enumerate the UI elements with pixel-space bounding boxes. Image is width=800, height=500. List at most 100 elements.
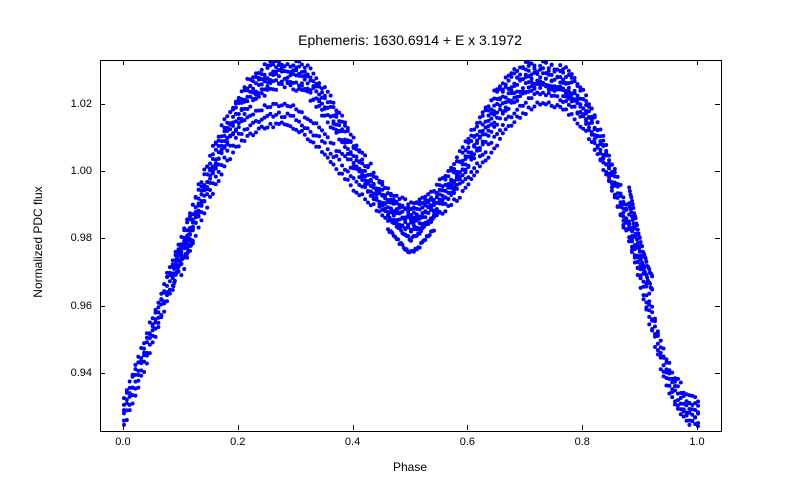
data-point xyxy=(653,324,657,328)
data-point xyxy=(509,124,513,128)
data-point xyxy=(639,240,643,244)
data-point xyxy=(432,198,436,202)
data-point xyxy=(332,101,336,105)
data-point xyxy=(314,89,318,93)
data-point xyxy=(498,96,502,100)
data-point xyxy=(507,107,511,111)
data-point xyxy=(151,316,155,320)
data-point xyxy=(587,137,591,141)
scatter-layer xyxy=(101,61,721,431)
light-curve-figure: Ephemeris: 1630.6914 + E x 3.1972 Phase … xyxy=(0,0,800,500)
data-point xyxy=(349,183,353,187)
data-point xyxy=(349,140,353,144)
data-point xyxy=(504,127,508,131)
data-point xyxy=(133,380,137,384)
data-point xyxy=(395,200,399,204)
data-point xyxy=(346,178,350,182)
data-point xyxy=(263,94,267,98)
data-point xyxy=(487,156,491,160)
data-point xyxy=(363,185,367,189)
data-point xyxy=(584,109,588,113)
xtick-mark xyxy=(582,425,583,430)
data-point xyxy=(610,180,614,184)
data-point xyxy=(472,134,476,138)
data-point xyxy=(225,142,229,146)
data-point xyxy=(650,310,654,314)
data-point xyxy=(139,346,143,350)
data-point xyxy=(398,211,402,215)
data-point xyxy=(159,298,163,302)
data-point xyxy=(377,188,381,192)
data-point xyxy=(208,177,212,181)
data-point xyxy=(604,149,608,153)
data-point xyxy=(648,282,652,286)
data-point xyxy=(354,143,358,147)
data-point xyxy=(197,204,201,208)
data-point xyxy=(317,134,321,138)
data-point xyxy=(573,76,577,80)
data-point xyxy=(521,65,525,69)
data-point xyxy=(214,148,218,152)
data-point xyxy=(621,195,625,199)
data-point xyxy=(420,206,424,210)
data-point xyxy=(346,170,350,174)
data-point xyxy=(199,210,203,214)
data-point xyxy=(220,151,224,155)
data-point xyxy=(544,77,548,81)
data-point xyxy=(122,403,126,407)
data-point xyxy=(217,135,221,139)
xtick-mark xyxy=(238,425,239,430)
data-point xyxy=(320,90,324,94)
data-point xyxy=(237,112,241,116)
data-point xyxy=(317,81,321,85)
data-point xyxy=(300,81,304,85)
data-point xyxy=(642,297,646,301)
data-point xyxy=(122,408,126,412)
data-point xyxy=(495,87,499,91)
data-point xyxy=(435,207,439,211)
data-point xyxy=(443,174,447,178)
data-point xyxy=(636,232,640,236)
data-point xyxy=(575,122,579,126)
data-point xyxy=(567,86,571,90)
data-point xyxy=(570,92,574,96)
data-point xyxy=(567,69,571,73)
data-point xyxy=(277,111,281,115)
data-point xyxy=(610,189,614,193)
data-point xyxy=(524,101,528,105)
data-point xyxy=(317,125,321,129)
data-point xyxy=(297,61,301,64)
data-point xyxy=(670,395,674,399)
data-point xyxy=(248,105,252,109)
data-point xyxy=(647,292,651,296)
data-point xyxy=(409,239,413,243)
data-point xyxy=(240,101,244,105)
data-point xyxy=(478,148,482,152)
data-point xyxy=(380,204,384,208)
data-point xyxy=(466,175,470,179)
data-point xyxy=(320,102,324,106)
data-point xyxy=(584,129,588,133)
data-point xyxy=(667,384,671,388)
data-point xyxy=(676,377,680,381)
xtick-mark xyxy=(353,60,354,65)
data-point xyxy=(297,120,301,124)
data-point xyxy=(303,133,307,137)
data-point xyxy=(334,167,338,171)
data-point xyxy=(647,299,651,303)
ytick-mark xyxy=(715,104,720,105)
data-point xyxy=(220,123,224,127)
data-point xyxy=(484,150,488,154)
data-point xyxy=(194,212,198,216)
data-point xyxy=(630,199,634,203)
data-point xyxy=(245,95,249,99)
data-point xyxy=(237,96,241,100)
xtick-mark xyxy=(238,60,239,65)
data-point xyxy=(458,160,462,164)
data-point xyxy=(656,342,660,346)
data-point xyxy=(573,117,577,121)
data-point xyxy=(621,200,625,204)
data-point xyxy=(509,71,513,75)
data-point xyxy=(291,103,295,107)
data-point xyxy=(386,186,390,190)
